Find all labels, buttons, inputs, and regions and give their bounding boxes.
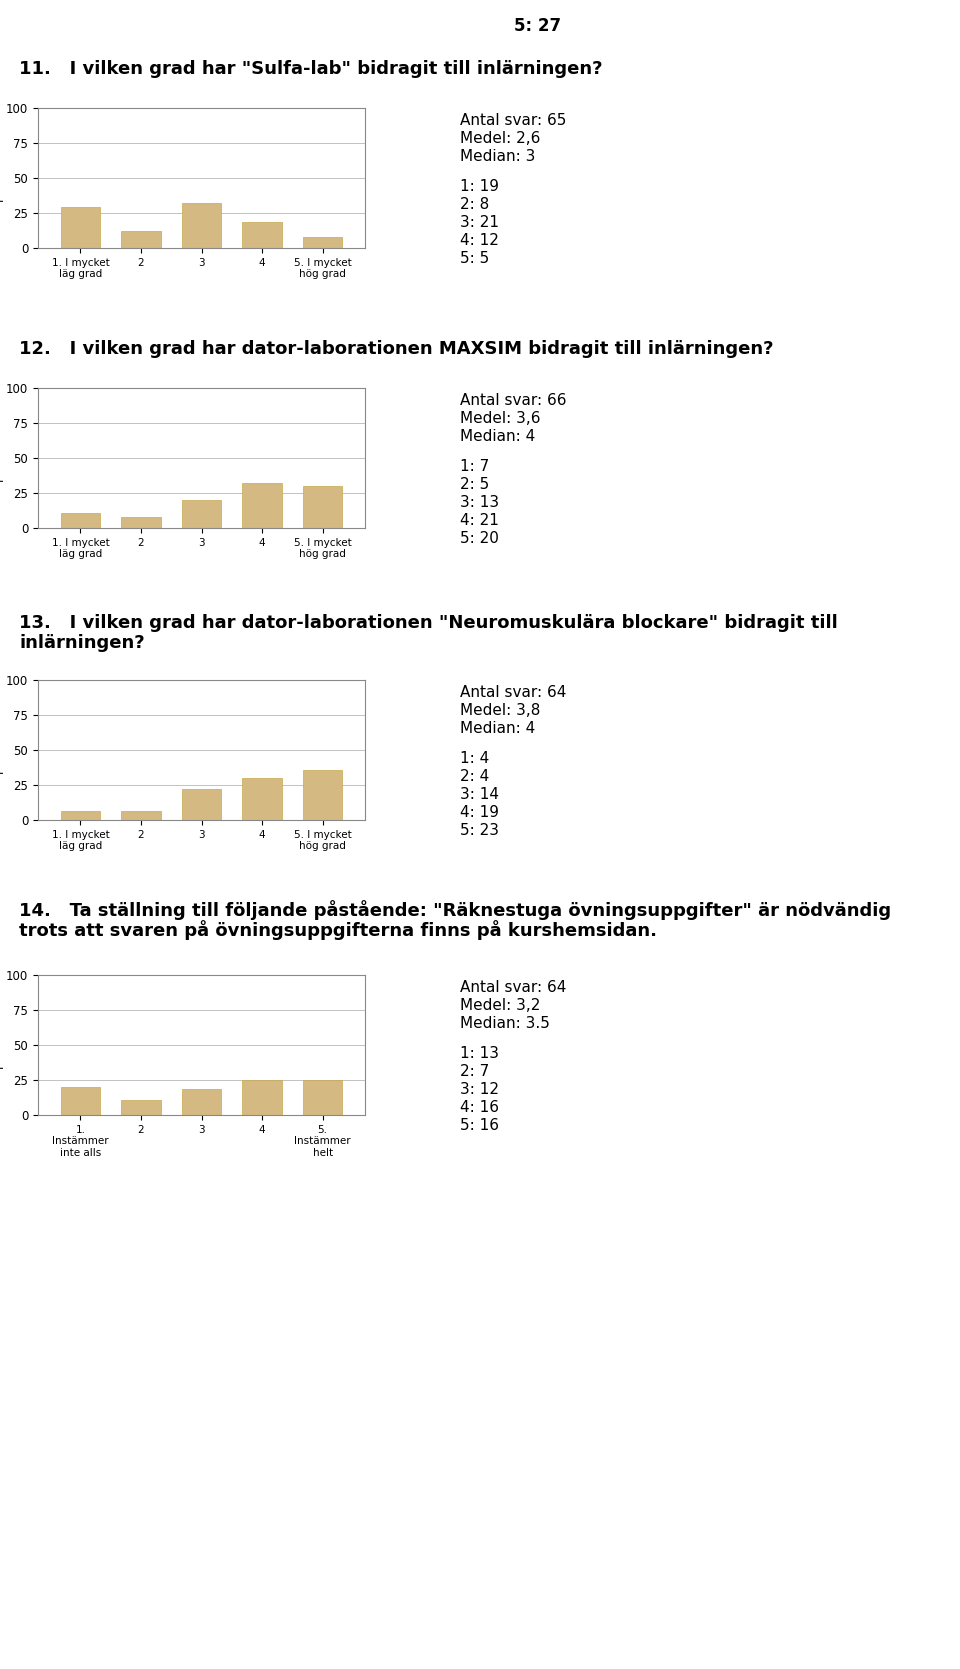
Text: Antal svar: 66: Antal svar: 66 <box>460 392 566 407</box>
Text: 5: 23: 5: 23 <box>460 823 499 838</box>
Text: Medel: 3,2: Medel: 3,2 <box>460 998 540 1013</box>
Bar <box>121 517 160 527</box>
Bar <box>181 1088 221 1115</box>
Text: inlärningen?: inlärningen? <box>19 634 145 653</box>
Text: 2: 8: 2: 8 <box>460 197 490 212</box>
Text: 1: 7: 1: 7 <box>460 459 490 474</box>
Bar <box>303 486 343 527</box>
Text: Median: 4: Median: 4 <box>460 429 536 444</box>
Text: 4: 21: 4: 21 <box>460 512 499 527</box>
Text: 5: 5: 5: 5 <box>460 250 490 265</box>
Y-axis label: procent: procent <box>0 728 3 773</box>
Bar <box>181 202 221 249</box>
Text: Median: 4: Median: 4 <box>460 721 536 736</box>
Bar <box>60 512 100 527</box>
Text: 14.   Ta ställning till följande påstående: "Räknestuga övningsuppgifter" är nöd: 14. Ta ställning till följande påstående… <box>19 900 891 920</box>
Bar <box>303 769 343 819</box>
Y-axis label: procent: procent <box>0 155 3 200</box>
Text: 3: 13: 3: 13 <box>460 496 499 511</box>
Text: 4: 12: 4: 12 <box>460 234 499 249</box>
Text: 5: 16: 5: 16 <box>460 1118 499 1133</box>
Text: 2: 5: 2: 5 <box>460 477 490 492</box>
Y-axis label: procent: procent <box>0 436 3 481</box>
Bar <box>242 778 281 819</box>
Text: Antal svar: 65: Antal svar: 65 <box>460 113 566 129</box>
Text: 4: 19: 4: 19 <box>460 804 499 819</box>
Text: 3: 21: 3: 21 <box>460 215 499 230</box>
Bar <box>121 230 160 249</box>
Bar <box>181 501 221 527</box>
Text: 1: 13: 1: 13 <box>460 1046 499 1061</box>
Text: Medel: 2,6: Medel: 2,6 <box>460 130 540 145</box>
Text: 1: 4: 1: 4 <box>460 751 490 766</box>
Bar <box>181 789 221 819</box>
Text: Median: 3.5: Median: 3.5 <box>460 1016 550 1031</box>
Text: 5: 27: 5: 27 <box>514 17 561 35</box>
Bar <box>303 237 343 249</box>
Text: 11.   I vilken grad har "Sulfa-lab" bidragit till inlärningen?: 11. I vilken grad har "Sulfa-lab" bidrag… <box>19 60 603 78</box>
Text: Median: 3: Median: 3 <box>460 149 536 164</box>
Text: 3: 12: 3: 12 <box>460 1082 499 1097</box>
Text: 2: 4: 2: 4 <box>460 769 490 784</box>
Text: 4: 16: 4: 16 <box>460 1100 499 1115</box>
Bar <box>60 1087 100 1115</box>
Text: 3: 14: 3: 14 <box>460 788 499 803</box>
Y-axis label: procent: procent <box>0 1023 3 1068</box>
Text: Medel: 3,8: Medel: 3,8 <box>460 703 540 718</box>
Bar <box>60 207 100 249</box>
Text: Medel: 3,6: Medel: 3,6 <box>460 411 540 426</box>
Text: 13.   I vilken grad har dator-laborationen "Neuromuskulära blockare" bidragit ti: 13. I vilken grad har dator-laborationen… <box>19 614 838 633</box>
Text: 12.   I vilken grad har dator-laborationen MAXSIM bidragit till inlärningen?: 12. I vilken grad har dator-laborationen… <box>19 340 774 357</box>
Bar <box>121 1100 160 1115</box>
Text: Antal svar: 64: Antal svar: 64 <box>460 980 566 995</box>
Bar <box>242 1080 281 1115</box>
Bar <box>242 484 281 527</box>
Bar <box>242 222 281 249</box>
Bar <box>121 811 160 819</box>
Bar <box>303 1080 343 1115</box>
Bar <box>60 811 100 819</box>
Text: 1: 19: 1: 19 <box>460 179 499 194</box>
Text: Antal svar: 64: Antal svar: 64 <box>460 684 566 699</box>
Text: 2: 7: 2: 7 <box>460 1065 490 1078</box>
Text: trots att svaren på övningsuppgifterna finns på kurshemsidan.: trots att svaren på övningsuppgifterna f… <box>19 920 658 940</box>
Text: 5: 20: 5: 20 <box>460 531 499 546</box>
